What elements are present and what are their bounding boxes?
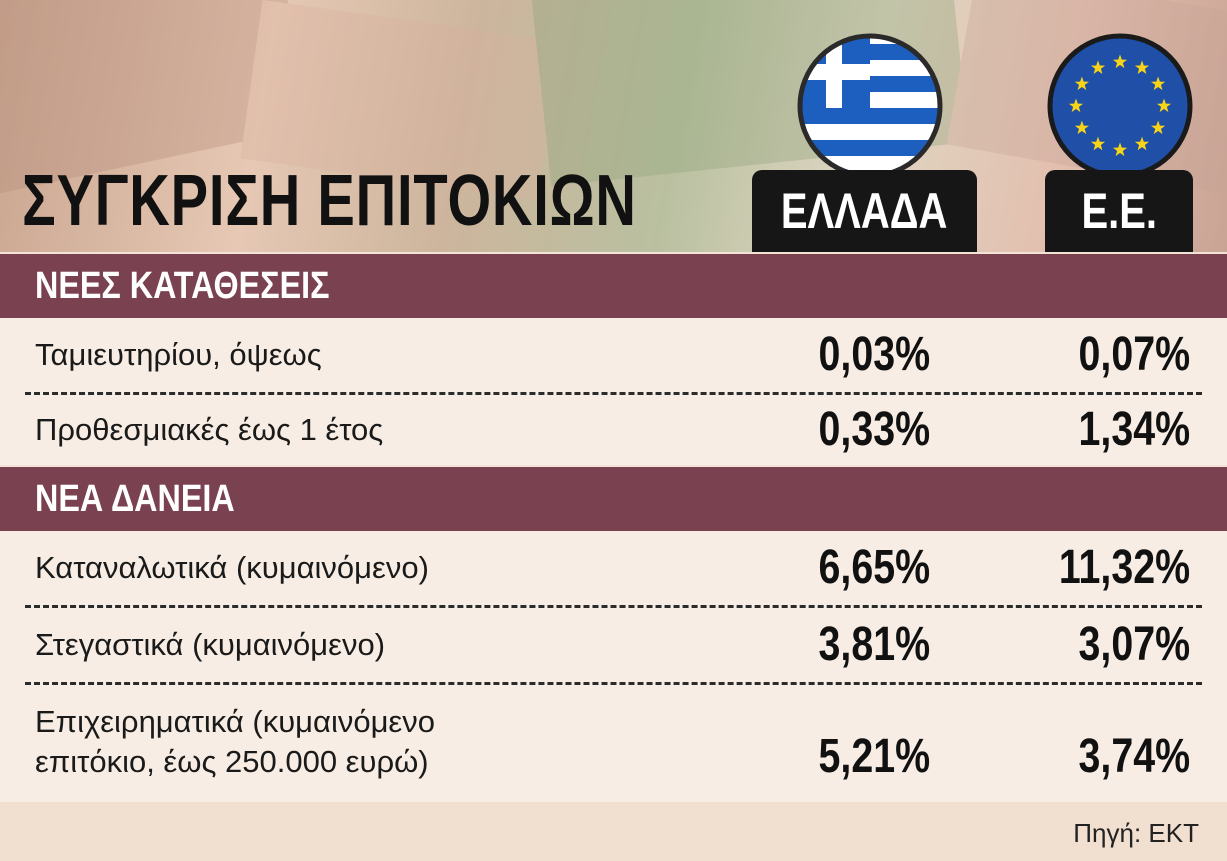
row-value: 0,03% <box>818 328 930 381</box>
star <box>1134 60 1150 74</box>
star <box>1074 76 1089 91</box>
footer: Πηγή: ΕΚΤ <box>0 802 1227 861</box>
section-header: ΝΕΑ ΔΑΝΕΙΑ <box>0 465 1227 531</box>
row-label: Ταμιευτηρίου, όψεως <box>35 337 322 372</box>
row-value: 11,32% <box>1058 541 1190 594</box>
star <box>1156 98 1172 113</box>
row-value: 5,21% <box>818 730 930 783</box>
row-value: 3,81% <box>818 618 930 671</box>
row-label: Προθεσμιακές έως 1 έτος <box>35 412 384 447</box>
star <box>1074 120 1089 135</box>
row: Επιχειρηματικά (κυμαινόμενο επιτόκιο, έω… <box>25 685 1202 799</box>
star <box>1151 120 1166 135</box>
star <box>1090 136 1106 151</box>
row: Προθεσμιακές έως 1 έτος 0,33% 1,34% <box>25 395 1202 465</box>
row: Στεγαστικά (κυμαινόμενο) 3,81% 3,07% <box>25 608 1202 685</box>
column-header: Ε.Ε. <box>1045 170 1193 252</box>
row-label: Στεγαστικά (κυμαινόμενο) <box>35 627 386 662</box>
star <box>1112 54 1128 69</box>
star <box>1151 76 1166 91</box>
row-value: 6,65% <box>818 541 930 594</box>
section-title: ΝΕΑ ΔΑΝΕΙΑ <box>35 477 235 520</box>
source: Πηγή: ΕΚΤ <box>1073 818 1199 848</box>
row: Καταναλωτικά (κυμαινόμενο) 6,65% 11,32% <box>25 531 1202 608</box>
background-art <box>0 0 1227 201</box>
row: Ταμιευτηρίου, όψεως 0,03% 0,07% <box>25 318 1202 395</box>
section-header: ΝΕΕΣ ΚΑΤΑΘΕΣΕΙΣ <box>0 252 1227 318</box>
row-value: 0,33% <box>818 403 930 456</box>
table: ΝΕΕΣ ΚΑΤΑΘΕΣΕΙΣ Ταμιευτηρίου, όψεως 0,03% 0… <box>0 252 1227 799</box>
star <box>1112 142 1128 157</box>
star <box>1068 98 1084 113</box>
column-header: ΕΛΛΑΔΑ <box>752 170 977 252</box>
star <box>1090 60 1106 74</box>
section-title: ΝΕΕΣ ΚΑΤΑΘΕΣΕΙΣ <box>35 264 330 307</box>
row-label: Επιχειρηματικά (κυμαινόμενο επιτόκιο, έω… <box>35 704 435 779</box>
row-value: 1,34% <box>1078 403 1190 456</box>
star <box>1134 136 1150 151</box>
row-label: Καταναλωτικά (κυμαινόμενο) <box>35 550 429 585</box>
row-value: 3,07% <box>1078 618 1190 671</box>
row-value: 0,07% <box>1078 328 1190 381</box>
title: ΣΥΓΚΡΙΣΗ ΕΠΙΤΟΚΙΩΝ <box>22 161 637 241</box>
header: ΣΥΓΚΡΙΣΗ ΕΠΙΤΟΚΙΩΝ ΕΛΛΑΔΑ Ε.Ε. <box>0 0 1227 252</box>
row-value: 3,74% <box>1078 730 1190 783</box>
